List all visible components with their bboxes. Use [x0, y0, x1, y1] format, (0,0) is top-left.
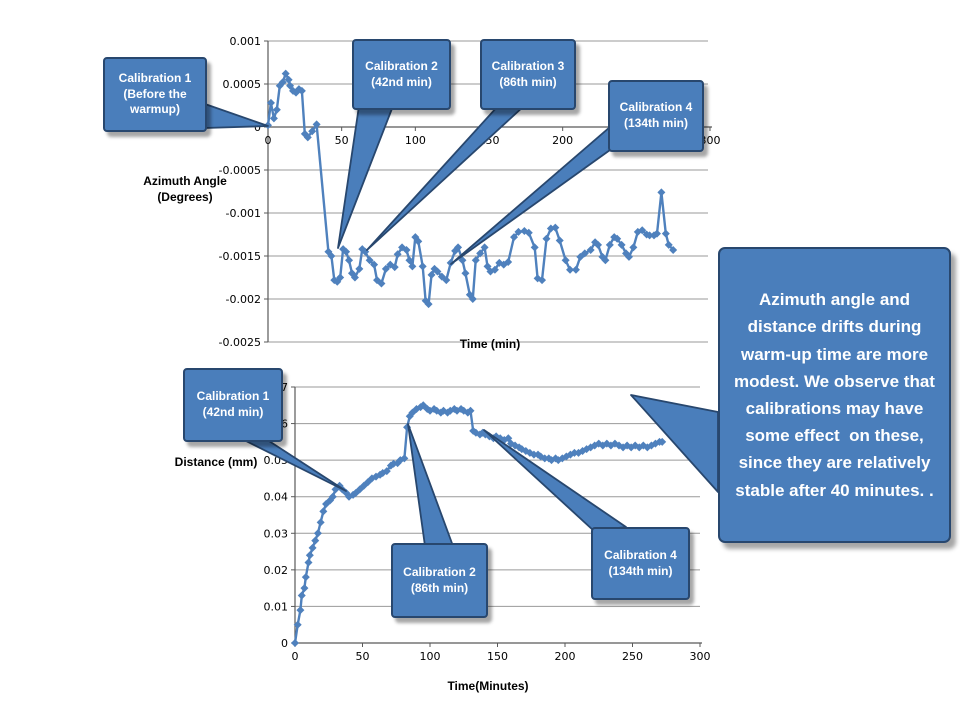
svg-text:250: 250 [622, 650, 643, 663]
svg-text:-0.0005: -0.0005 [219, 164, 261, 177]
svg-text:150: 150 [487, 650, 508, 663]
svg-text:300: 300 [700, 134, 721, 147]
distance-x-axis-title: Time(Minutes) [447, 679, 529, 693]
distance-y-axis-title: Distance (mm) [174, 455, 258, 469]
callout-tail-bottom-cal2 [407, 423, 454, 547]
callout-top-calibration-1: Calibration 1 (Before the warmup) [103, 57, 207, 132]
distance-drift-plot: 00.010.020.030.040.050.060.0705010015020… [264, 381, 711, 663]
callout-tail-top-cal1 [204, 103, 269, 129]
svg-text:0.01: 0.01 [264, 600, 289, 613]
azimuth-y-axis-title: Azimuth Angle (Degrees) [143, 174, 227, 205]
svg-text:0.0005: 0.0005 [223, 78, 262, 91]
callout-top-calibration-4: Calibration 4 (134th min) [608, 80, 704, 152]
svg-text:-0.0025: -0.0025 [219, 336, 261, 349]
svg-text:100: 100 [405, 134, 426, 147]
svg-text:100: 100 [420, 650, 441, 663]
svg-text:0.001: 0.001 [230, 35, 262, 48]
svg-text:50: 50 [335, 134, 349, 147]
svg-text:0: 0 [254, 121, 261, 134]
svg-text:200: 200 [552, 134, 573, 147]
svg-text:0: 0 [265, 134, 272, 147]
svg-text:0: 0 [281, 637, 288, 650]
callout-bottom-calibration-1: Calibration 1 (42nd min) [183, 368, 283, 442]
azimuth-drift-plot: 0.001 0.0005 0 -0.0005 -0.001 -0.0015 -0.002 -0… [219, 35, 721, 349]
azimuth-x-axis-title: Time (min) [459, 337, 521, 351]
svg-text:0.04: 0.04 [264, 491, 289, 504]
svg-text:0: 0 [292, 650, 299, 663]
callout-top-calibration-3: Calibration 3 (86th min) [480, 39, 576, 110]
svg-text:50: 50 [356, 650, 370, 663]
callout-top-calibration-2: Calibration 2 (42nd min) [352, 39, 451, 110]
callout-bottom-calibration-2: Calibration 2 (86th min) [391, 543, 488, 618]
svg-text:200: 200 [555, 650, 576, 663]
svg-text:300: 300 [690, 650, 711, 663]
svg-text:0.02: 0.02 [264, 564, 289, 577]
svg-text:-0.002: -0.002 [226, 293, 261, 306]
annotation-text-box: Azimuth angle and distance drifts during… [718, 247, 951, 543]
svg-text:-0.001: -0.001 [226, 207, 261, 220]
svg-text:0.03: 0.03 [264, 527, 289, 540]
callout-bottom-calibration-4: Calibration 4 (134th min) [591, 527, 690, 600]
svg-text:-0.0015: -0.0015 [219, 250, 261, 263]
